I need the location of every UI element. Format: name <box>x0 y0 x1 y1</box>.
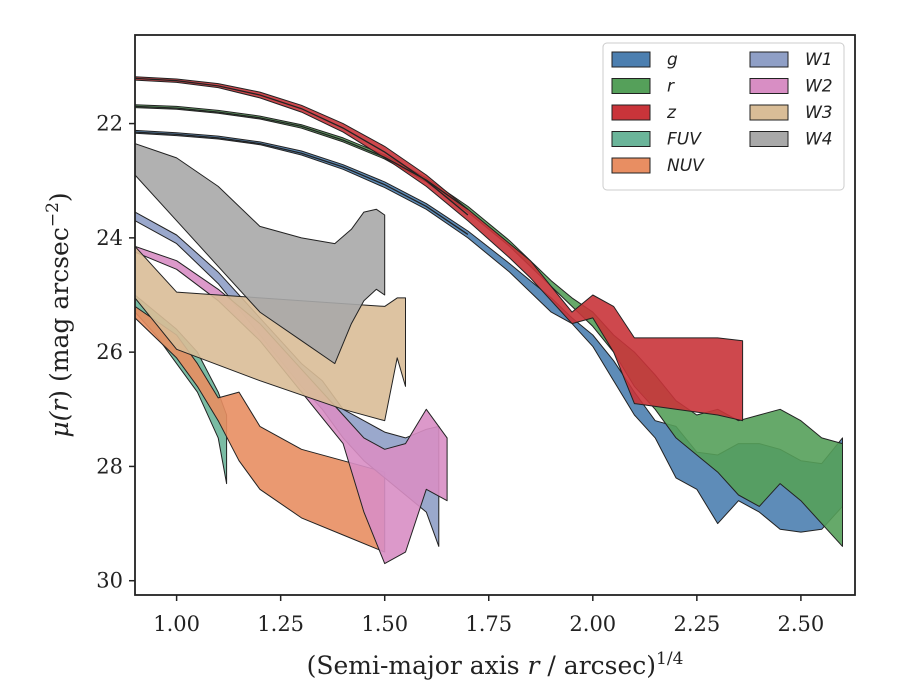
y-tick-label: 30 <box>96 569 123 593</box>
x-tick-label: 2.50 <box>778 612 825 636</box>
legend-swatch <box>749 131 789 147</box>
legend-item-nuv: NUV <box>611 156 705 176</box>
y-axis-label: μ(r) (mag arcsec−2) <box>43 192 74 437</box>
legend-label: W1 <box>805 50 833 70</box>
x-tick-label: 1.00 <box>153 612 200 636</box>
legend-label: z <box>666 103 677 123</box>
x-tick-label: 1.25 <box>257 612 304 636</box>
legend-swatch <box>611 131 651 147</box>
x-ticks: 1.00 1.25 1.50 1.75 2.00 2.25 2.50 <box>153 595 824 636</box>
band-w4 <box>135 143 386 365</box>
profile-curve-2 <box>135 105 469 210</box>
x-tick-label: 2.00 <box>569 612 616 636</box>
y-ticks: 22 24 26 28 30 <box>96 112 135 593</box>
y-tick-label: 28 <box>96 454 123 478</box>
plot-frame <box>134 34 856 596</box>
profile-curve-3 <box>135 77 469 216</box>
legend-label: W4 <box>805 130 833 150</box>
legend-label: NUV <box>667 156 705 176</box>
legend-swatch <box>749 104 789 121</box>
legend-swatch <box>749 51 789 68</box>
legend-item-w1: W1 <box>749 50 833 70</box>
legend-swatch <box>611 157 651 174</box>
x-tick-label: 1.75 <box>465 612 512 636</box>
legend-item-z: z <box>611 103 677 123</box>
legend-label: W3 <box>805 103 833 123</box>
legend-item-g: g <box>611 50 678 70</box>
legend-label: FUV <box>667 130 702 150</box>
y-tick-label: 22 <box>96 112 123 136</box>
legend-item-w2: W2 <box>749 77 833 97</box>
profile-curve-1 <box>135 131 469 235</box>
legend-swatch <box>611 104 651 121</box>
legend: grz FUV NUV W1 W2 W3 W4 <box>602 42 845 191</box>
legend-label: g <box>667 50 678 70</box>
legend-item-r: r <box>611 77 675 97</box>
legend-item-fuv: FUV <box>611 130 702 150</box>
profile-curves <box>135 77 469 235</box>
x-tick-label: 2.25 <box>673 612 720 636</box>
y-tick-label: 24 <box>96 226 123 250</box>
legend-item-w4: W4 <box>749 130 833 150</box>
x-tick-label: 1.50 <box>361 612 408 636</box>
legend-label: r <box>667 77 675 97</box>
band-w3 <box>135 245 406 422</box>
x-axis-label: (Semi-major axis r / arcsec)1/4 <box>307 649 684 680</box>
y-tick-label: 26 <box>96 340 123 364</box>
legend-label: W2 <box>805 77 833 97</box>
legend-swatch <box>611 51 651 68</box>
legend-swatch <box>611 78 651 94</box>
legend-swatch <box>749 78 789 94</box>
legend-item-w3: W3 <box>749 103 833 123</box>
profile-bands <box>135 76 843 565</box>
